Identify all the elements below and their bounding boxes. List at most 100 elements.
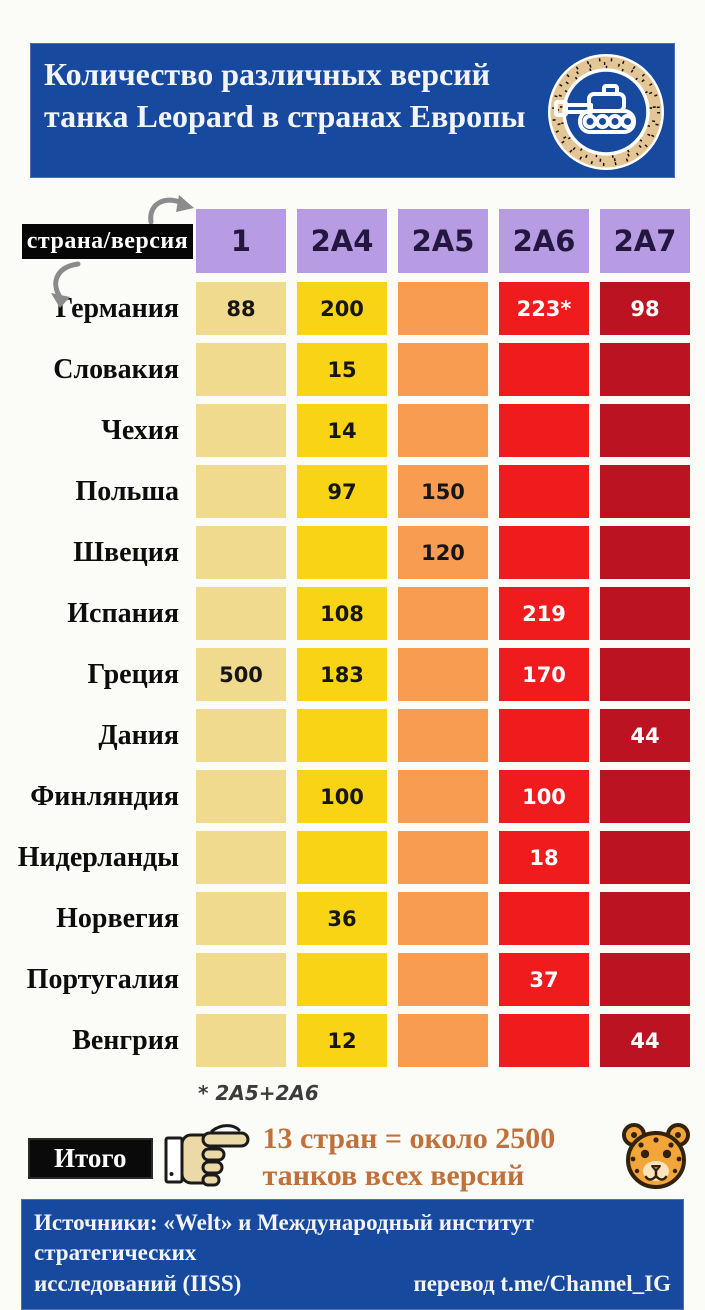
footnote: * 2A5+2A6 bbox=[198, 1081, 319, 1105]
table-cell bbox=[600, 892, 690, 945]
table-cell: 37 bbox=[499, 953, 589, 1006]
table-cell: 120 bbox=[398, 526, 488, 579]
table-cell: 36 bbox=[297, 892, 387, 945]
column-header-2A4: 2A4 bbox=[297, 209, 387, 273]
table-corner-label: страна/версия bbox=[22, 224, 193, 259]
total-strip: Итого 13 стран = около 2500 танков всех … bbox=[0, 1118, 705, 1198]
table-cell bbox=[499, 465, 589, 518]
total-label: Итого bbox=[28, 1137, 153, 1179]
table-cell: 100 bbox=[499, 770, 589, 823]
column-header-2A5: 2A5 bbox=[398, 209, 488, 273]
country-label: Польша bbox=[75, 475, 179, 507]
table-cell bbox=[600, 465, 690, 518]
table-cell bbox=[297, 709, 387, 762]
table-cell bbox=[196, 1014, 286, 1067]
table-cell bbox=[600, 404, 690, 457]
table-cell bbox=[499, 892, 589, 945]
table-cell: 44 bbox=[600, 1014, 690, 1067]
table-cell: 219 bbox=[499, 587, 589, 640]
table-row: Финляндия 100 100 bbox=[0, 770, 705, 823]
table-cell: 223* bbox=[499, 282, 589, 335]
table-cell: 108 bbox=[297, 587, 387, 640]
country-label: Греция bbox=[87, 658, 179, 690]
table-row: Швеция 120 bbox=[0, 526, 705, 579]
column-header-2A6: 2A6 bbox=[499, 209, 589, 273]
table-cell: 98 bbox=[600, 282, 690, 335]
table-cell bbox=[398, 587, 488, 640]
table-cell bbox=[600, 648, 690, 701]
country-label: Дания bbox=[98, 719, 179, 751]
table-cell: 200 bbox=[297, 282, 387, 335]
table-cell: 150 bbox=[398, 465, 488, 518]
country-label: Германия bbox=[55, 292, 179, 324]
country-label: Чехия bbox=[101, 414, 179, 446]
sources-bar: Источники: «Welt» и Международный инстит… bbox=[21, 1199, 684, 1310]
table-cell bbox=[196, 343, 286, 396]
total-line1: 13 стран = около 2500 bbox=[262, 1122, 556, 1156]
table-row: Дания 44 bbox=[0, 709, 705, 762]
country-label: Словакия bbox=[53, 353, 179, 385]
table-cell: 44 bbox=[600, 709, 690, 762]
table-cell bbox=[499, 526, 589, 579]
table-cell bbox=[196, 526, 286, 579]
table-cell: 500 bbox=[196, 648, 286, 701]
table-cell bbox=[196, 465, 286, 518]
table-cell bbox=[196, 892, 286, 945]
table-row: Норвегия 36 bbox=[0, 892, 705, 945]
country-label: Швеция bbox=[73, 536, 179, 568]
table-cell: 18 bbox=[499, 831, 589, 884]
table-cell bbox=[398, 770, 488, 823]
table-cell: 183 bbox=[297, 648, 387, 701]
table-row: Чехия 14 bbox=[0, 404, 705, 457]
sources-line2: исследований (IISS) bbox=[34, 1270, 242, 1296]
table-row: Польша 97 150 bbox=[0, 465, 705, 518]
table-cell: 88 bbox=[196, 282, 286, 335]
table-cell bbox=[196, 953, 286, 1006]
table-cell: 170 bbox=[499, 648, 589, 701]
table-cell bbox=[600, 587, 690, 640]
country-label: Норвегия bbox=[56, 902, 179, 934]
table-cell bbox=[398, 282, 488, 335]
table-cell: 100 bbox=[297, 770, 387, 823]
table-cell bbox=[196, 709, 286, 762]
table-cell: 97 bbox=[297, 465, 387, 518]
table-cell bbox=[297, 953, 387, 1006]
column-header-1: 1 bbox=[196, 209, 286, 273]
table-row: Испания 108 219 bbox=[0, 587, 705, 640]
page-title: Количество различных версий танка Leopar… bbox=[44, 56, 526, 134]
table-cell bbox=[398, 404, 488, 457]
table-cell: 12 bbox=[297, 1014, 387, 1067]
table-cell bbox=[600, 770, 690, 823]
curved-arrow-right-icon bbox=[148, 195, 194, 225]
country-label: Венгрия bbox=[72, 1024, 179, 1056]
country-label: Финляндия bbox=[30, 780, 179, 812]
tank-table: страна/версия 1 2A4 2A5 2A6 2A7 Германия 88 20… bbox=[0, 195, 705, 1105]
curved-arrow-down-icon bbox=[51, 261, 81, 308]
total-text: 13 стран = около 2500 танков всех версий bbox=[263, 1121, 556, 1194]
table-row: Греция 500 183 170 bbox=[0, 648, 705, 701]
table-row: Словакия 15 bbox=[0, 343, 705, 396]
table-cell bbox=[297, 526, 387, 579]
table-cell: 14 bbox=[297, 404, 387, 457]
table-cell bbox=[499, 343, 589, 396]
table-cell bbox=[499, 404, 589, 457]
translation-credit: перевод t.me/Channel_IG bbox=[413, 1270, 671, 1296]
table-cell bbox=[499, 709, 589, 762]
column-header-2A7: 2A7 bbox=[600, 209, 690, 273]
country-label: Португалия bbox=[26, 963, 179, 995]
table-cell: 15 bbox=[297, 343, 387, 396]
table-cell bbox=[600, 526, 690, 579]
table-body: Германия 88 200 223* 98 Словакия 15 Чехия 14 Поль… bbox=[0, 282, 705, 1067]
table-row: Нидерланды 18 bbox=[0, 831, 705, 884]
table-cell bbox=[600, 953, 690, 1006]
table-cell bbox=[600, 343, 690, 396]
table-cell bbox=[398, 892, 488, 945]
pointing-hand-icon bbox=[164, 1124, 249, 1187]
table-cell bbox=[398, 343, 488, 396]
total-line2: танков всех версий bbox=[262, 1159, 525, 1192]
table-cell bbox=[398, 648, 488, 701]
tank-leopard-badge-icon bbox=[548, 54, 664, 170]
table-cell bbox=[196, 831, 286, 884]
table-cell bbox=[297, 831, 387, 884]
table-cell bbox=[499, 1014, 589, 1067]
